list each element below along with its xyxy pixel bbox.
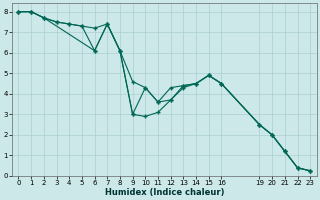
X-axis label: Humidex (Indice chaleur): Humidex (Indice chaleur) — [105, 188, 224, 197]
